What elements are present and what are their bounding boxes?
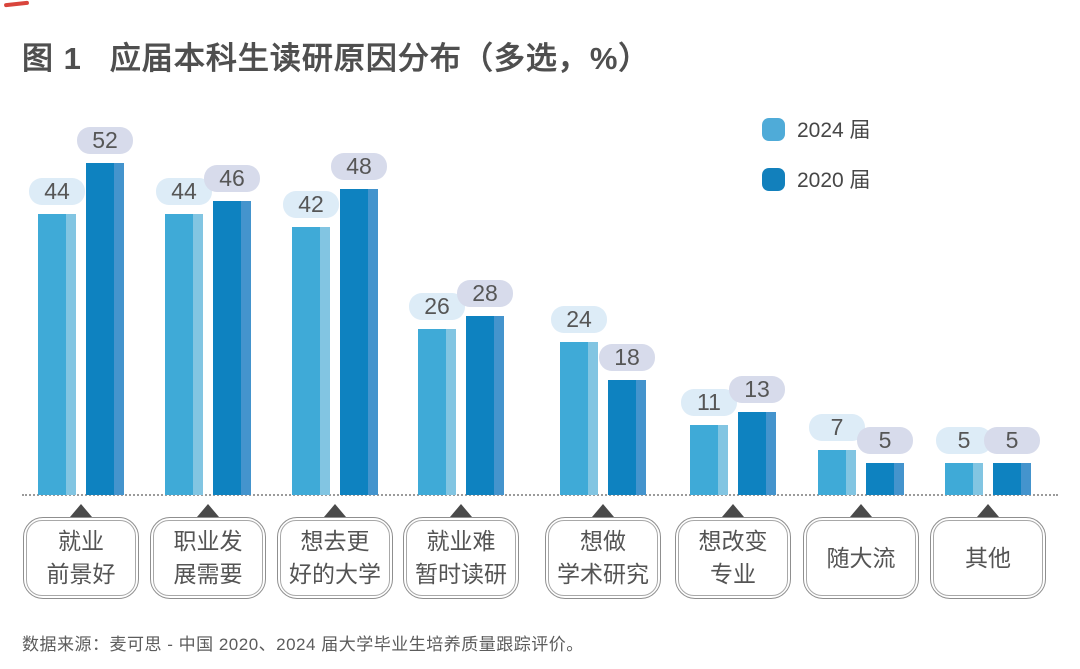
figure-number: 图 1 (22, 41, 82, 76)
pointer-triangle-icon (722, 504, 744, 517)
figure-title-text: 应届本科生读研原因分布（多选，%） (109, 41, 651, 76)
legend-item-2024: 2024 届 (762, 114, 871, 144)
category-label-line: 前景好 (46, 561, 116, 587)
bar-2024 (690, 425, 728, 495)
bar-2020 (340, 189, 378, 495)
category-label-line: 想做 (580, 528, 626, 554)
value-badge-2020: 5 (857, 427, 913, 454)
category-label-box: 其他 (930, 517, 1046, 599)
value-badge-2020: 5 (984, 427, 1040, 454)
bar-2020 (993, 463, 1031, 495)
pointer-triangle-icon (324, 504, 346, 517)
pointer-triangle-icon (70, 504, 92, 517)
value-badge-2024: 11 (681, 389, 737, 416)
legend-swatch-2024-icon (762, 117, 785, 141)
value-badge-2024: 5 (936, 427, 992, 454)
category-label-box: 就业难 暂时读研 (403, 517, 519, 599)
category-label-line: 其他 (965, 544, 1011, 571)
bar-2024 (560, 342, 598, 495)
category-label-box: 随大流 (803, 517, 919, 599)
value-badge-2024: 26 (409, 293, 465, 320)
legend: 2024 届 2020 届 (762, 114, 871, 214)
source-note: 数据来源：麦可思 - 中国 2020、2024 届大学毕业生培养质量跟踪评价。 (22, 635, 584, 654)
category-label-line: 学术研究 (557, 561, 649, 587)
value-badge-2020: 13 (729, 376, 785, 403)
category-label-line: 好的大学 (289, 561, 381, 587)
category-label-line: 随大流 (826, 544, 896, 571)
value-badge-2024: 24 (551, 306, 607, 333)
value-badge-2024: 44 (156, 178, 212, 205)
bar-2024 (165, 214, 203, 495)
value-badge-2020: 48 (331, 153, 387, 180)
bar-2020 (608, 380, 646, 495)
pointer-triangle-icon (977, 504, 999, 517)
value-badge-2020: 28 (457, 280, 513, 307)
value-badge-2020: 46 (204, 165, 260, 192)
bar-2020 (86, 163, 124, 495)
red-accent-mark (3, 0, 30, 8)
figure-title: 图 1 应届本科生读研原因分布（多选，%） (22, 33, 650, 78)
value-badge-2024: 7 (809, 414, 865, 441)
value-badge-2020: 18 (599, 344, 655, 371)
category-label-line: 暂时读研 (415, 561, 507, 587)
bar-2020 (213, 201, 251, 495)
x-axis-baseline (22, 494, 1058, 496)
bar-2024 (818, 450, 856, 495)
value-badge-2024: 44 (29, 178, 85, 205)
category-label-box: 就业 前景好 (23, 517, 139, 599)
category-label-box: 想做 学术研究 (545, 517, 661, 599)
category-label-line: 就业难 (426, 528, 496, 554)
pointer-triangle-icon (850, 504, 872, 517)
legend-label-2020: 2020 届 (797, 169, 871, 192)
category-label-line: 专业 (710, 561, 756, 587)
pointer-triangle-icon (197, 504, 219, 517)
value-badge-2024: 42 (283, 191, 339, 218)
legend-label-2024: 2024 届 (797, 119, 871, 142)
category-label-box: 职业发 展需要 (150, 517, 266, 599)
legend-item-2020: 2020 届 (762, 164, 871, 194)
bar-2024 (292, 227, 330, 495)
bar-2020 (466, 316, 504, 495)
pointer-triangle-icon (450, 504, 472, 517)
category-label-line: 想去更 (300, 528, 370, 554)
category-label-line: 想改变 (698, 528, 768, 554)
legend-swatch-2020-icon (762, 167, 785, 191)
bar-2020 (738, 412, 776, 495)
value-badge-2020: 52 (77, 127, 133, 154)
category-label-line: 就业 (58, 528, 104, 554)
category-label-line: 职业发 (173, 528, 243, 554)
category-label-box: 想去更 好的大学 (277, 517, 393, 599)
category-label-line: 展需要 (173, 561, 243, 587)
category-label-box: 想改变 专业 (675, 517, 791, 599)
bar-2024 (945, 463, 983, 495)
bar-2020 (866, 463, 904, 495)
bar-2024 (38, 214, 76, 495)
bar-2024 (418, 329, 456, 495)
pointer-triangle-icon (592, 504, 614, 517)
